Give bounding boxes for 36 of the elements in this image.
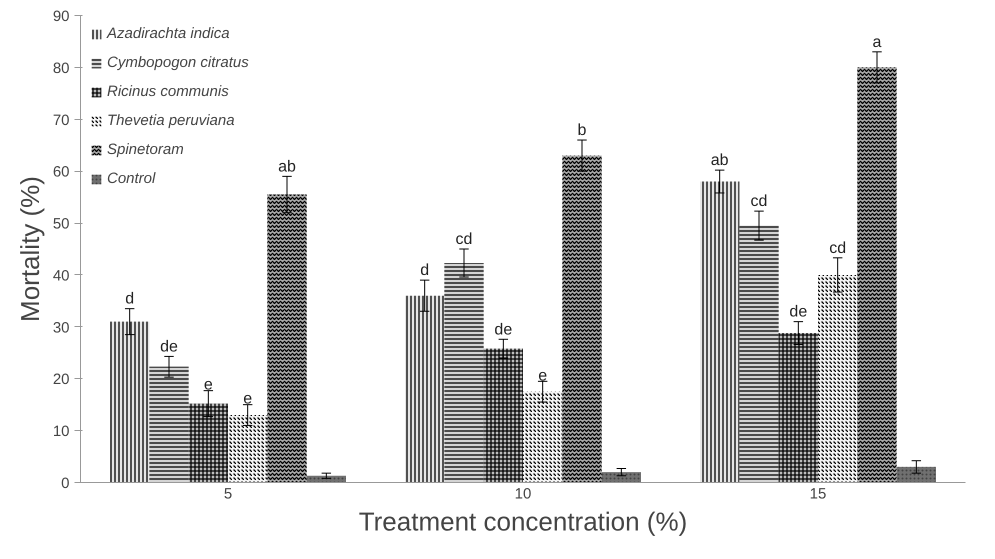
data-label: de: [160, 338, 178, 356]
data-label: de: [789, 304, 808, 321]
legend-label: Control: [107, 170, 156, 187]
data-label: cd: [829, 240, 846, 257]
x-tick-label: 15: [810, 486, 826, 502]
y-tick-label: 20: [52, 371, 70, 388]
data-label: b: [578, 122, 587, 140]
x-axis-title: Treatment concentration (%): [358, 506, 688, 536]
legend-label: Spinetoram: [107, 141, 184, 158]
legend-label: Thevetia peruviana: [107, 112, 235, 129]
legend-label: Ricinus communis: [107, 83, 229, 100]
data-label: e: [243, 390, 252, 408]
y-axis-title: Mortality (%): [14, 176, 45, 322]
data-label: d: [125, 290, 134, 308]
legend-label: Cymbopogon citratus: [107, 54, 249, 71]
y-tick-label: 50: [52, 216, 70, 233]
y-tick-label: 80: [52, 60, 70, 77]
y-tick-label: 90: [52, 8, 70, 25]
data-label: d: [420, 262, 430, 280]
x-tick-label: 10: [514, 486, 532, 502]
y-tick-label: 60: [52, 164, 70, 181]
y-tick-label: 40: [52, 267, 70, 284]
data-label: de: [494, 321, 512, 338]
x-tick-label: 5: [224, 486, 232, 502]
y-tick-label: 70: [52, 112, 70, 129]
legend-label: Azadirachta indica: [107, 25, 230, 42]
data-label: ab: [278, 158, 296, 176]
data-label: a: [872, 34, 882, 51]
data-label: e: [538, 367, 548, 384]
data-label: cd: [750, 193, 768, 210]
y-tick-label: 0: [61, 475, 70, 492]
y-tick-label: 30: [52, 319, 70, 336]
data-label: e: [204, 376, 213, 394]
data-label: cd: [456, 231, 472, 248]
data-label: ab: [710, 152, 729, 170]
y-tick-label: 10: [52, 423, 70, 440]
